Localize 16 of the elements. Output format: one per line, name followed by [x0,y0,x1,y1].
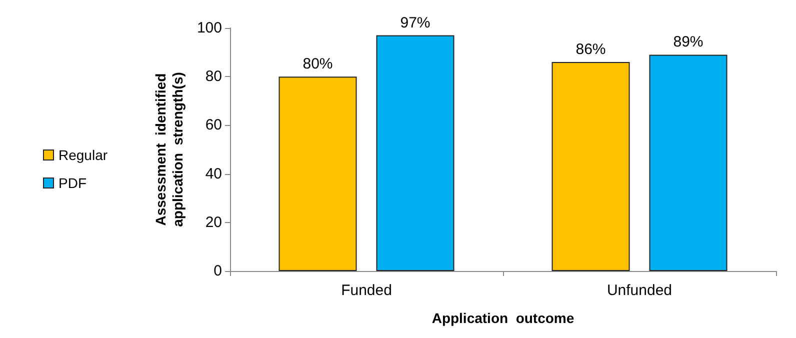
y-tick-label: 60 [205,116,222,134]
data-label: 89% [673,34,704,51]
y-tick-label: 20 [205,214,222,231]
x-tick-label: Unfunded [606,282,672,299]
y-tick-label: 100 [196,20,222,36]
data-label: 80% [302,56,333,73]
y-tick-label: 40 [205,165,222,182]
x-axis-title: Application outcome [432,310,574,326]
legend-label: PDF [58,175,86,191]
legend-label: Regular [58,147,108,163]
data-label: 97% [400,14,430,32]
x-tick-label: Funded [341,282,392,299]
y-axis-title: Assessment identified application strength(s) [152,72,186,227]
y-tick-label: 80 [205,68,222,86]
y-tick-label: 0 [214,262,222,280]
data-label: 86% [576,41,606,58]
